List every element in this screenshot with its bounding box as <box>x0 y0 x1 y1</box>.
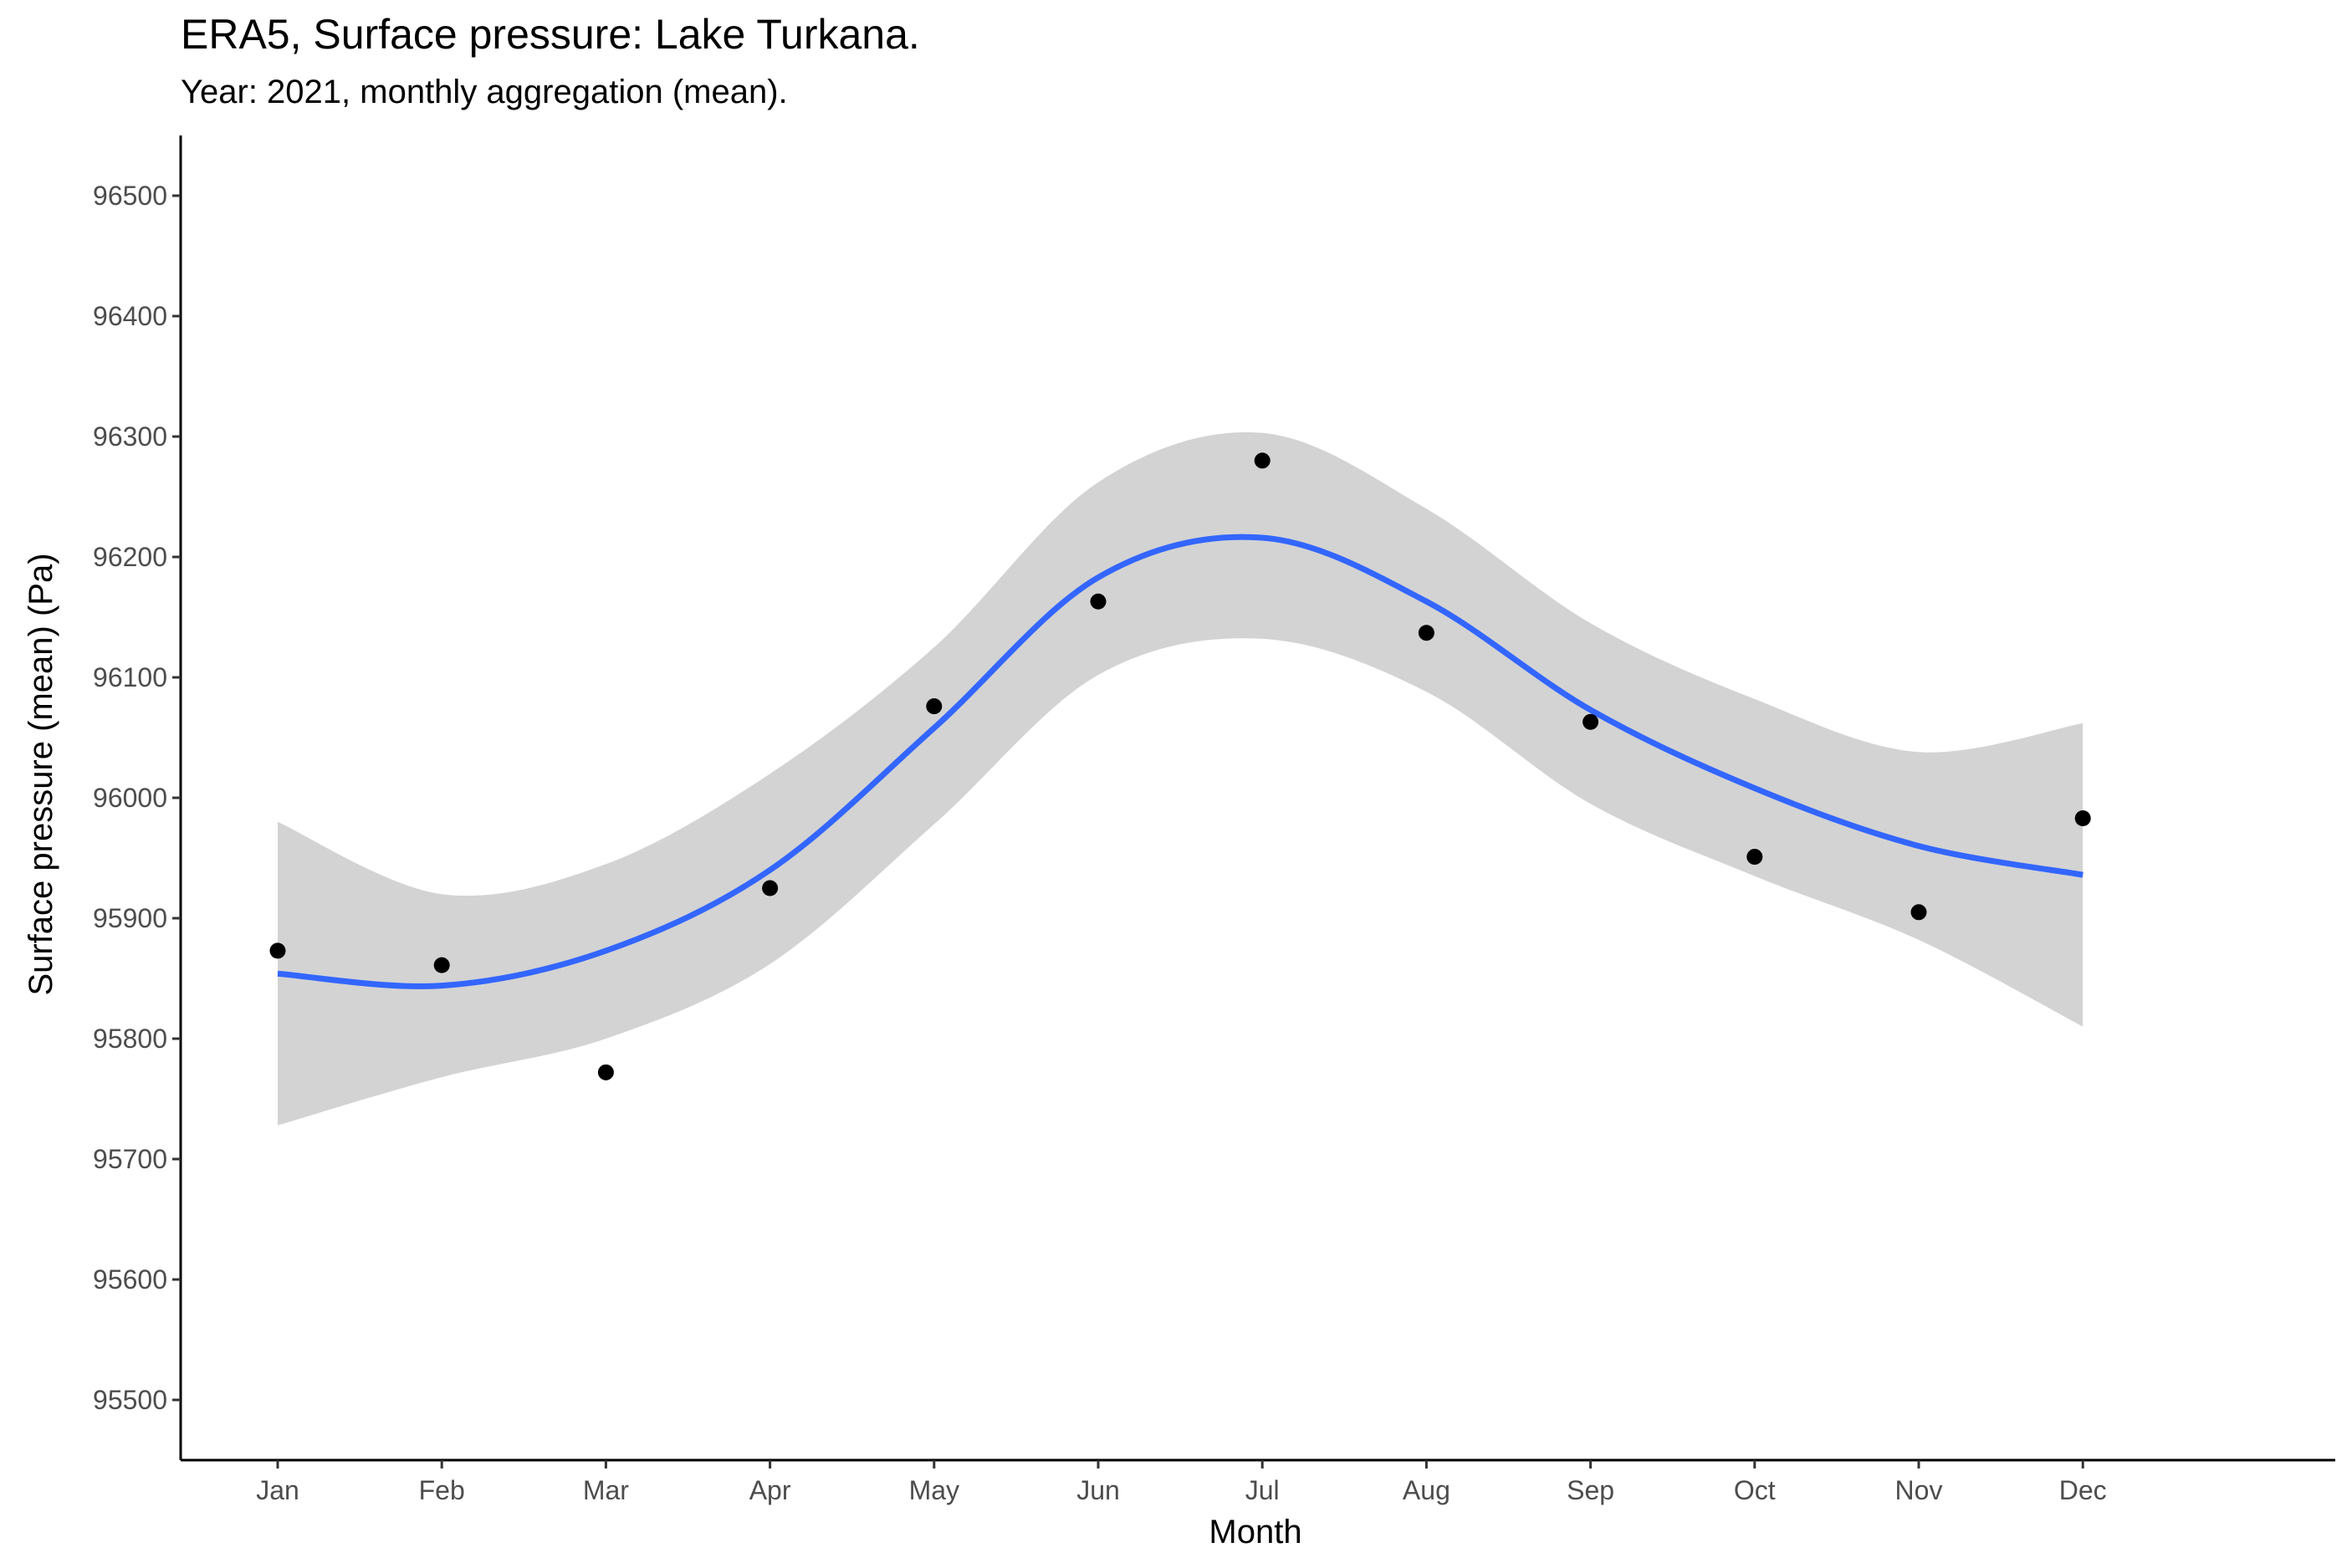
y-tick-label: 95600 <box>93 1264 167 1295</box>
y-tick-label: 96000 <box>93 783 167 813</box>
data-point <box>926 698 943 715</box>
x-tick-label: Sep <box>1567 1475 1614 1505</box>
y-tick-label: 95500 <box>93 1385 167 1415</box>
y-tick-label: 95700 <box>93 1144 167 1174</box>
data-point <box>1254 452 1271 469</box>
data-point <box>1582 713 1599 730</box>
data-point <box>433 957 450 973</box>
data-point <box>597 1064 614 1080</box>
x-tick-label: Mar <box>583 1475 629 1505</box>
x-tick-label: Jan <box>256 1475 299 1505</box>
x-tick-label: Dec <box>2059 1475 2107 1505</box>
smooth-line <box>277 534 2084 989</box>
y-tick-label: 95800 <box>93 1024 167 1054</box>
chart-subtitle: Year: 2021, monthly aggregation (mean). <box>181 74 788 110</box>
y-axis-title: Surface pressure (mean) (Pa) <box>23 553 59 995</box>
confidence-ribbon <box>278 432 2084 1126</box>
data-point <box>1418 625 1434 641</box>
data-point <box>1746 849 1763 866</box>
chart-title: ERA5, Surface pressure: Lake Turkana. <box>181 11 920 58</box>
data-point <box>1910 904 1927 921</box>
x-tick-label: Apr <box>749 1475 791 1505</box>
x-tick-label: Nov <box>1895 1475 1943 1505</box>
x-tick-label: Jul <box>1245 1475 1280 1505</box>
y-tick-label: 96300 <box>93 421 167 452</box>
x-tick-label: Oct <box>1734 1475 1776 1505</box>
data-point <box>762 880 779 896</box>
x-tick-label: Aug <box>1403 1475 1450 1505</box>
y-tick-label: 96200 <box>93 542 167 572</box>
y-tick-label: 96500 <box>93 181 167 211</box>
y-tick-label: 95900 <box>93 903 167 933</box>
data-point <box>1090 593 1107 610</box>
x-tick-label: Jun <box>1076 1475 1120 1505</box>
x-axis-title: Month <box>1209 1514 1301 1550</box>
data-point <box>269 942 286 959</box>
y-tick-label: 96100 <box>93 662 167 692</box>
x-tick-label: Feb <box>419 1475 465 1505</box>
x-tick-label: May <box>909 1475 959 1505</box>
data-point <box>2074 810 2091 826</box>
y-tick-label: 96400 <box>93 301 167 331</box>
